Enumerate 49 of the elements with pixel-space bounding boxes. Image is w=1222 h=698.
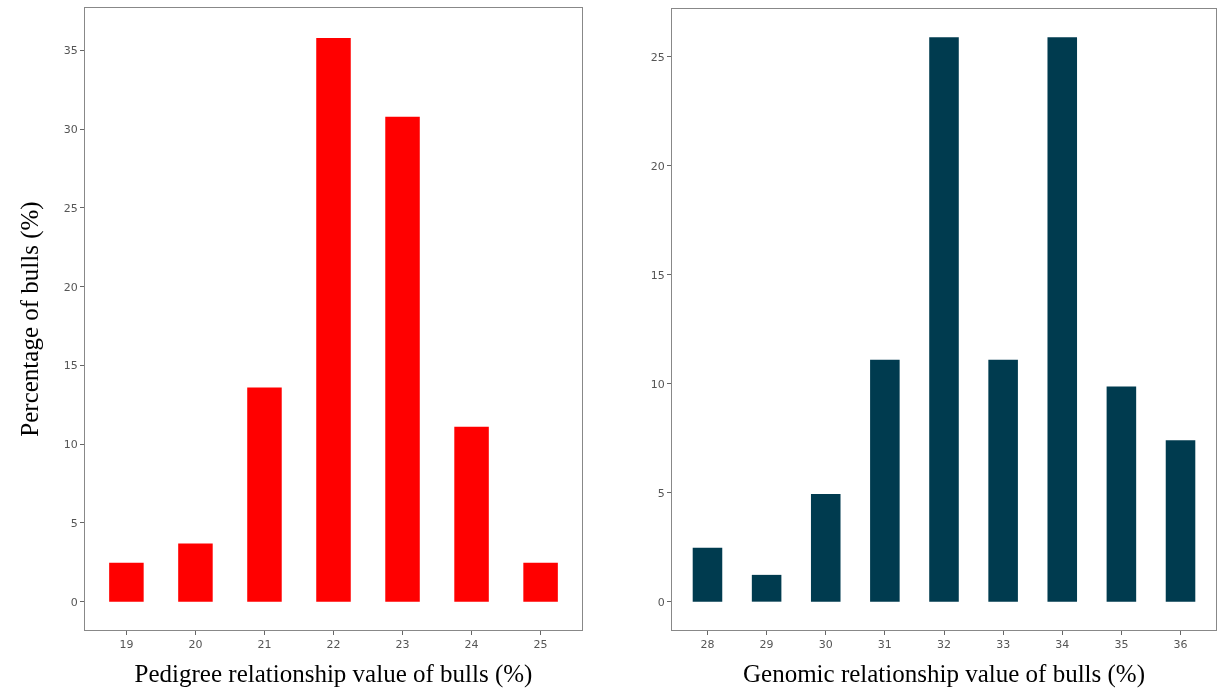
x-tick-label: 28	[700, 638, 715, 652]
y-tick-label: 15	[63, 359, 78, 373]
x-tick-label: 29	[759, 638, 774, 652]
y-tick-label: 20	[650, 159, 665, 173]
x-tick-label: 36	[1173, 638, 1188, 652]
y-tick-label: 0	[70, 595, 78, 609]
bar	[1165, 440, 1196, 602]
bar	[1106, 386, 1137, 602]
y-tick-label: 20	[63, 280, 78, 294]
bar	[316, 37, 351, 602]
bar	[385, 116, 420, 602]
x-tick-label: 23	[395, 638, 410, 652]
y-tick-label: 0	[657, 595, 665, 609]
x-tick-label: 24	[464, 638, 479, 652]
x-tick-label: 19	[119, 638, 134, 652]
y-tick-label: 10	[63, 438, 78, 452]
bar	[247, 387, 282, 602]
x-tick-label: 35	[1114, 638, 1129, 652]
bar	[109, 562, 144, 602]
x-tick-label: 32	[937, 638, 951, 652]
bar	[1047, 37, 1078, 602]
bar	[810, 494, 841, 602]
bar	[988, 359, 1018, 602]
y-tick-label: 15	[650, 268, 665, 282]
bar	[751, 574, 782, 602]
y-tick-label: 5	[70, 516, 78, 530]
y-tick-label: 5	[657, 486, 665, 500]
bar	[454, 426, 489, 602]
x-tick-label: 33	[996, 638, 1011, 652]
x-tick-label: 31	[877, 638, 892, 652]
y-tick-label: 35	[63, 44, 78, 58]
bar	[870, 359, 900, 602]
x-axis-title: Pedigree relationship value of bulls (%)	[134, 660, 533, 689]
x-tick-label: 20	[188, 638, 203, 652]
x-axis-title: Genomic relationship value of bulls (%)	[743, 660, 1145, 689]
y-tick-label: 25	[650, 50, 665, 64]
x-tick-label: 25	[533, 638, 548, 652]
bar	[929, 37, 959, 602]
x-tick-label: 21	[257, 638, 272, 652]
bar	[692, 547, 723, 602]
x-tick-label: 34	[1055, 638, 1070, 652]
y-tick-label: 10	[650, 377, 665, 391]
x-tick-label: 30	[818, 638, 833, 652]
y-axis-title: Percentage of bulls (%)	[15, 201, 44, 437]
bar	[178, 543, 213, 602]
y-tick-label: 30	[63, 123, 78, 137]
x-tick-label: 22	[326, 638, 341, 652]
bar	[523, 562, 558, 602]
y-tick-label: 25	[63, 201, 78, 215]
